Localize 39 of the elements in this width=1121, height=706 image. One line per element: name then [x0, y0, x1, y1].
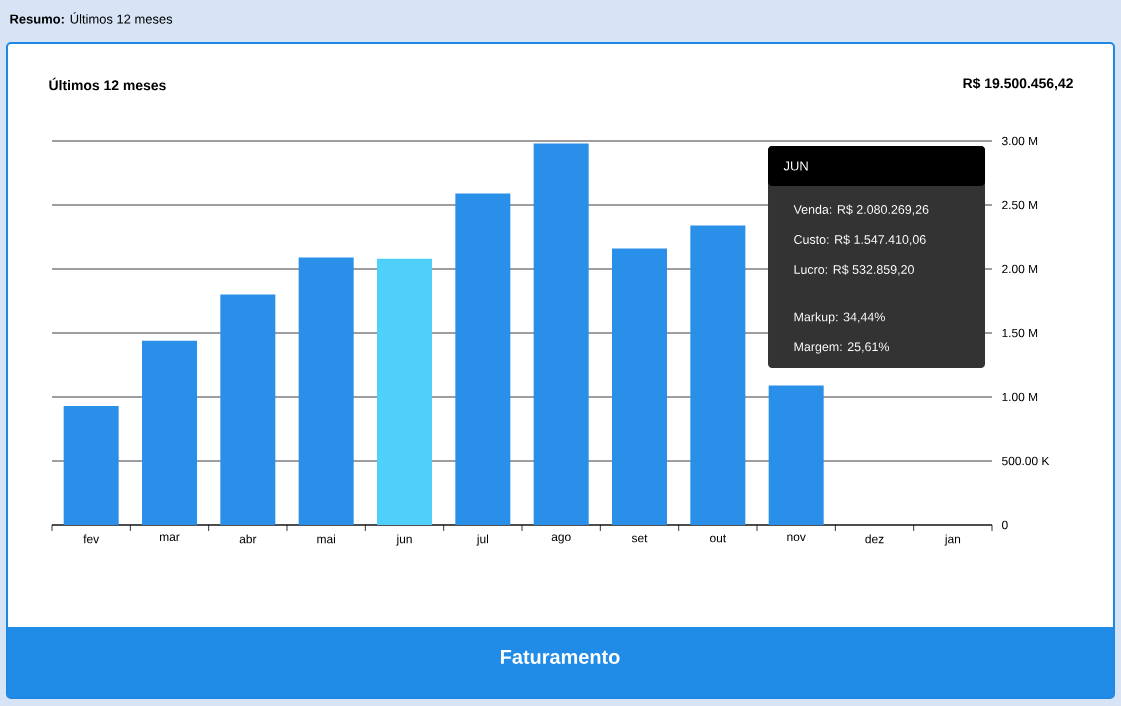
x-tick-label: ago — [551, 534, 571, 544]
y-tick-label: 1.00 M — [1002, 392, 1038, 402]
annotation: Margem: 25,61% — [794, 342, 890, 354]
y-tick-label: 500.00 K — [1002, 456, 1050, 466]
x-tick-label: jan — [944, 534, 961, 546]
text: Faturamento — [501, 650, 620, 664]
x-tick-label: nov — [787, 534, 806, 542]
bar — [455, 193, 511, 525]
bar — [612, 248, 668, 525]
x-tick-label: abr — [239, 534, 257, 544]
annotation: Custo: R$ 1.547.410,06 — [794, 234, 926, 246]
y-tick-label: 2.00 M — [1002, 264, 1038, 274]
annotation: Markup: 34,44% — [794, 312, 885, 324]
x-tick-label: dez — [865, 534, 884, 544]
y-tick-label: 0 — [1002, 520, 1008, 530]
x-tick-label: out — [710, 534, 727, 543]
bar — [220, 294, 276, 525]
annotation: Venda: R$ 2.080.269,26 — [793, 204, 929, 216]
bar — [63, 405, 119, 525]
chart-subtitle: R$ 19.500.456,42 — [963, 77, 1073, 91]
x-tick-label: set — [631, 534, 648, 543]
chart-title: Últimos 12 meses — [49, 77, 166, 91]
bar — [298, 257, 354, 525]
x-tick-label: mai — [317, 534, 335, 544]
y-tick-label: 3.00 M — [1001, 136, 1038, 146]
x-tick-label: jun — [396, 534, 412, 546]
x-tick-label: fev — [83, 534, 100, 544]
annotation: JUN — [783, 161, 808, 171]
annotation: Lucro: R$ 532.859,20 — [794, 264, 914, 276]
x-tick-label: mar — [160, 534, 180, 542]
bar — [690, 225, 746, 525]
bar — [142, 340, 197, 525]
y-tick-label: 1.50 M — [1002, 328, 1038, 338]
text: Resumo: Últimos 12 meses — [10, 12, 173, 24]
bar — [533, 143, 589, 525]
bar — [768, 385, 824, 525]
x-tick-label: jul — [476, 534, 489, 546]
bar — [377, 258, 432, 525]
y-tick-label: 2.50 M — [1002, 200, 1038, 210]
